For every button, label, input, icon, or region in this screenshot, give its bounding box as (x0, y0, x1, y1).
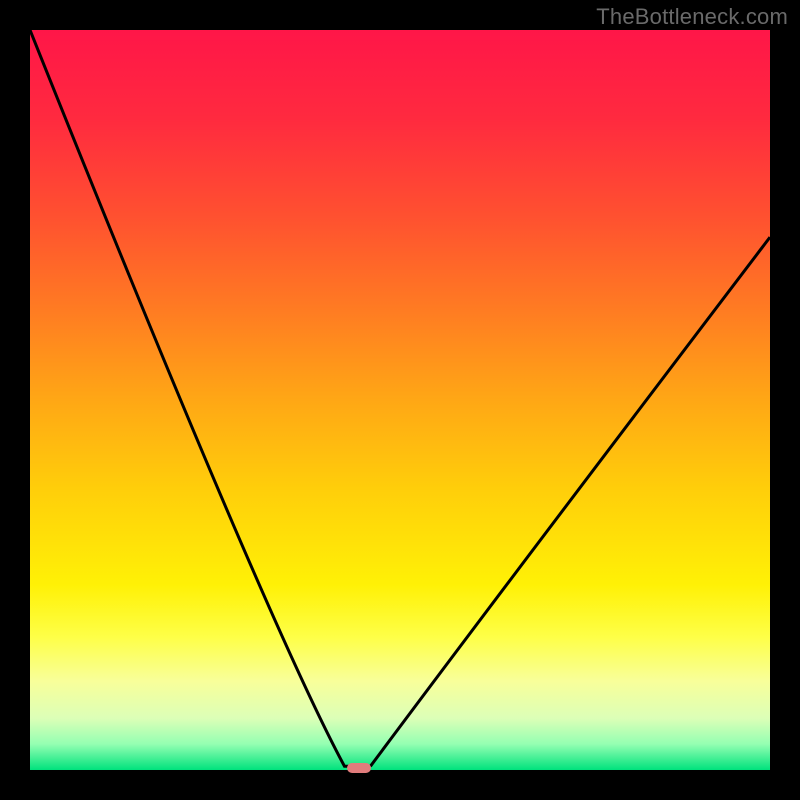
chart-background (30, 30, 770, 770)
watermark-text: TheBottleneck.com (596, 4, 788, 30)
bottleneck-chart (30, 30, 770, 770)
optimal-point-marker (347, 763, 371, 773)
